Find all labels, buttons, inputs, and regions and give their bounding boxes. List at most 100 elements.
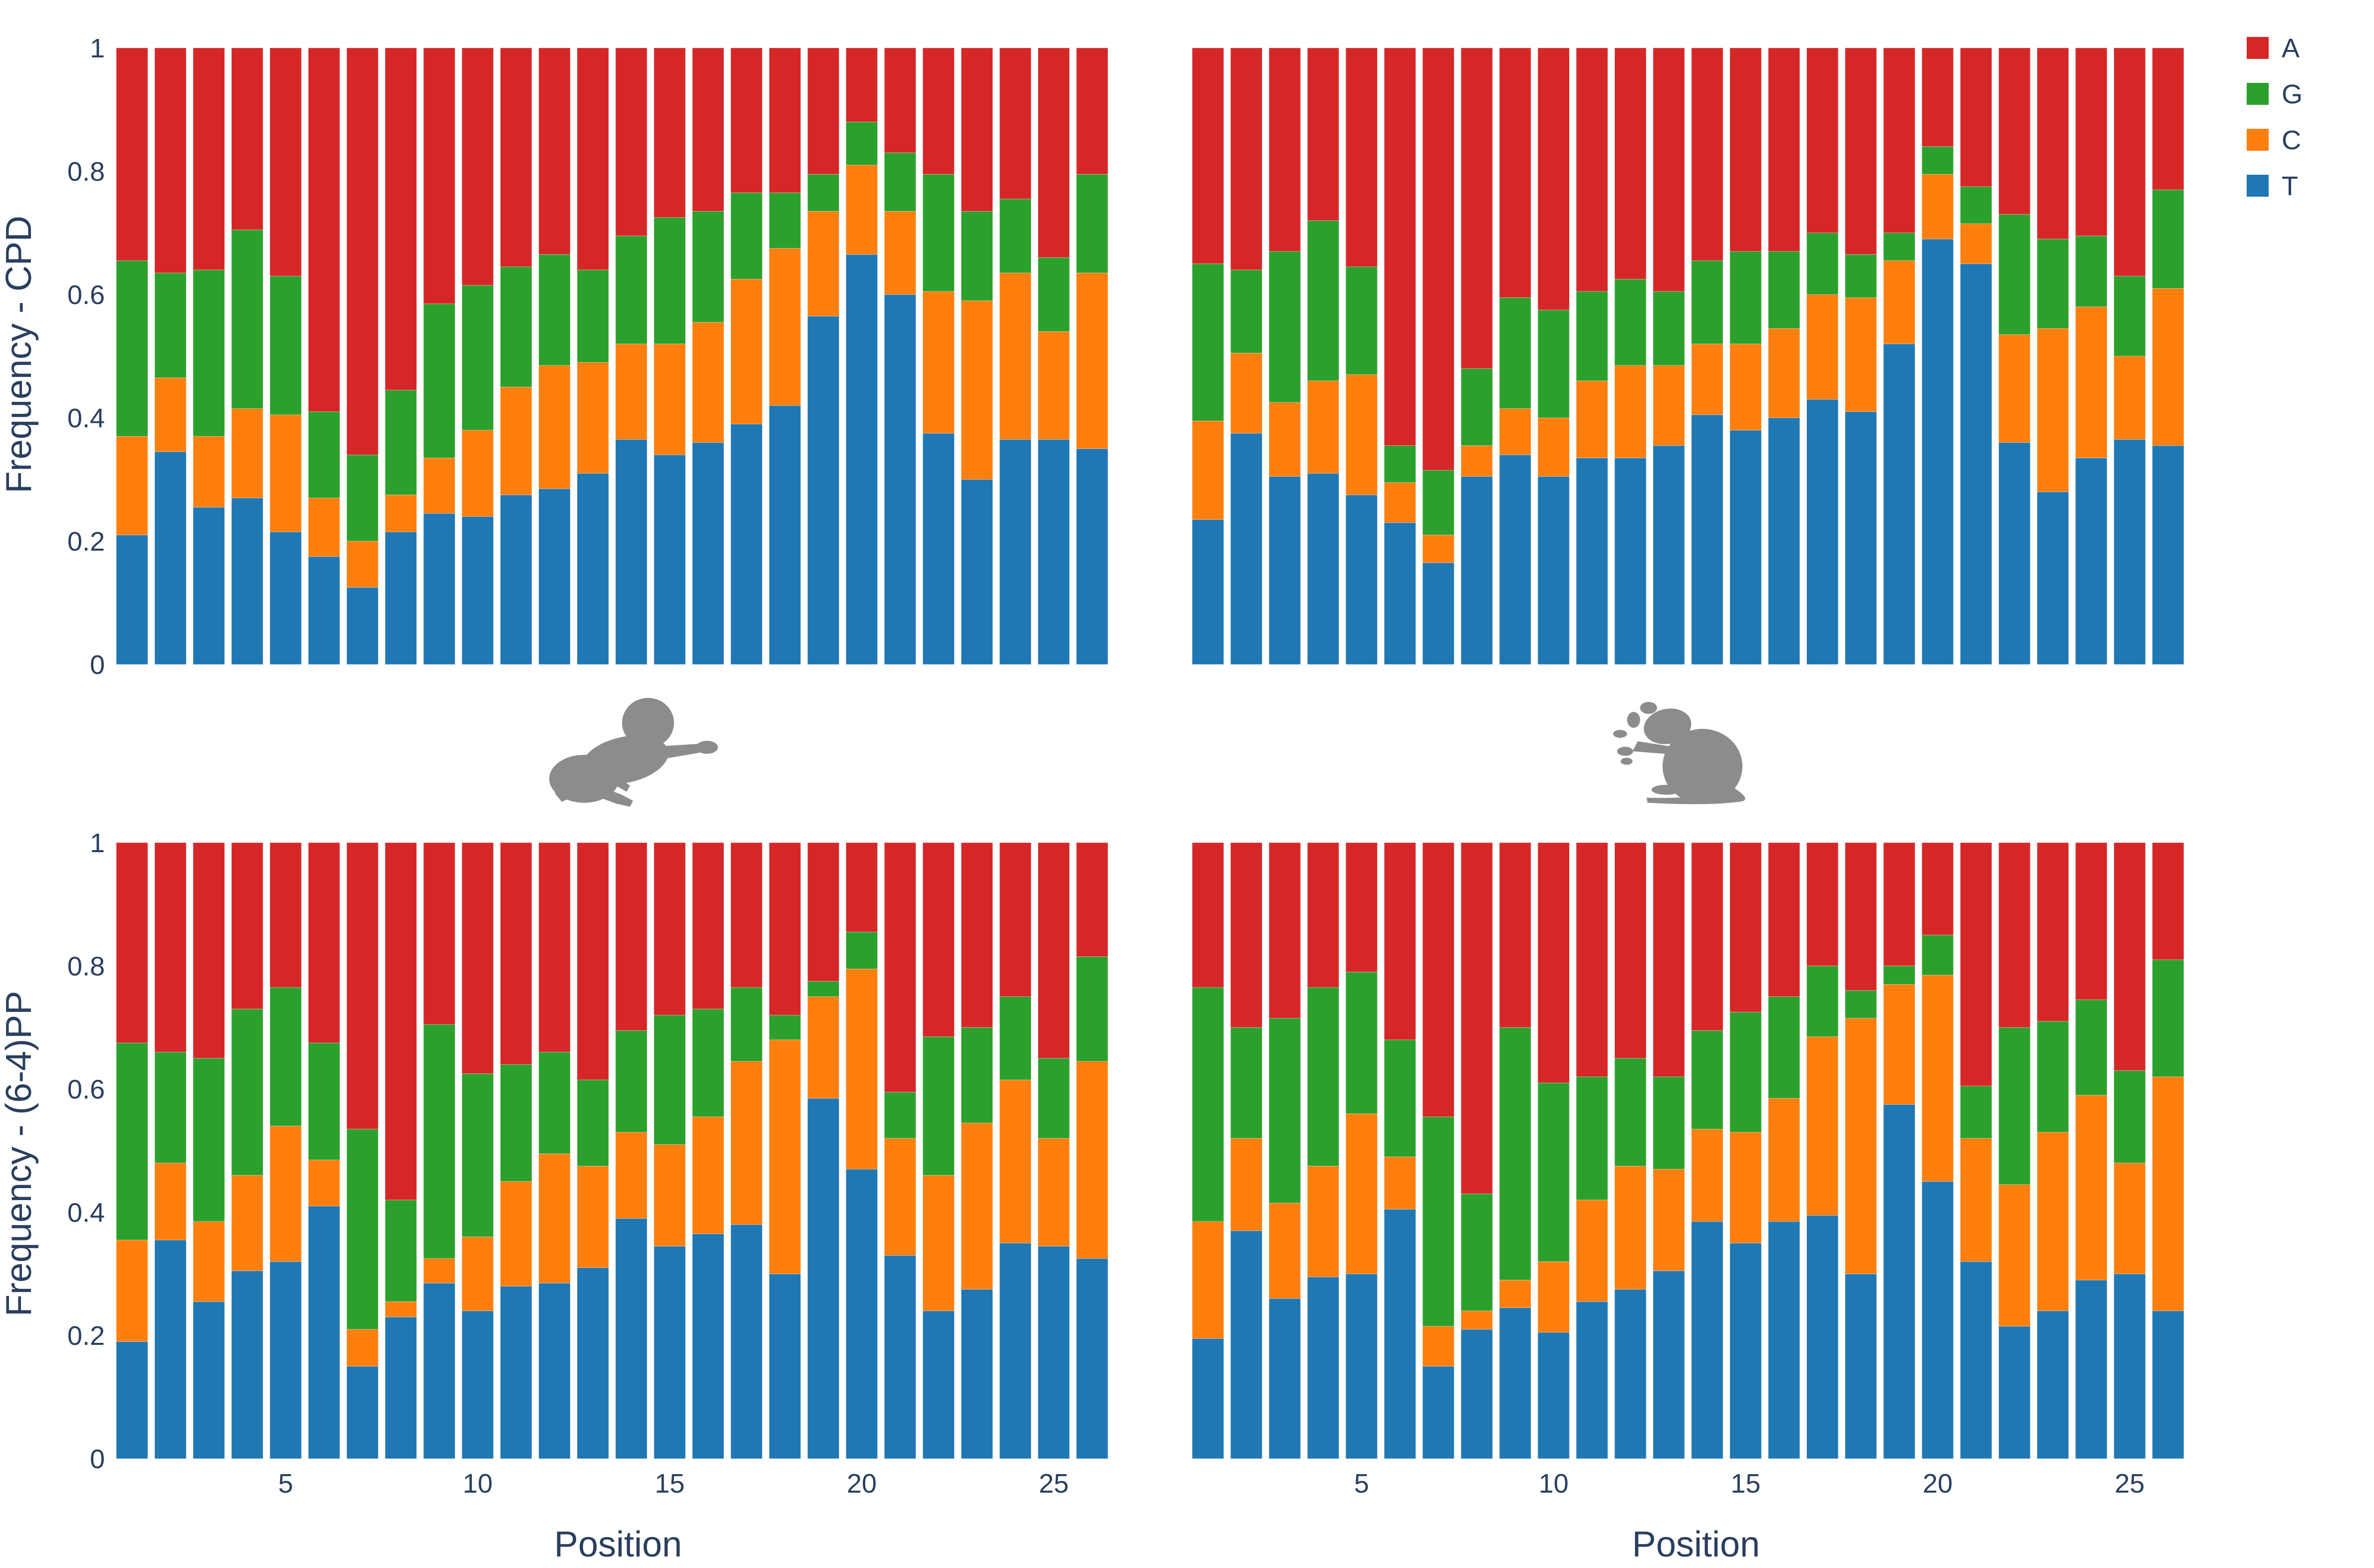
bar-T-pos-18 [1845,1273,1877,1459]
bar-T-pos-16 [692,1234,724,1459]
bar-T-pos-19 [1883,343,1916,665]
bar-G-pos-13 [1653,291,1685,366]
bar-T-pos-18 [769,405,801,665]
bar-G-pos-5 [270,987,302,1127]
bar-G-pos-14 [1691,1030,1723,1130]
bar-G-pos-20 [845,932,878,969]
y-tick-label: 0 [90,650,105,680]
bar-T-pos-19 [1883,1104,1916,1459]
bar-A-pos-20 [1921,47,1954,147]
bar-C-pos-25 [2113,356,2146,440]
bar-C-pos-11 [500,386,532,495]
bar-G-pos-24 [2075,999,2107,1096]
bar-T-pos-4 [231,498,264,665]
bar-T-pos-12 [538,488,571,665]
bar-C-pos-7 [1422,535,1455,563]
bar-C-pos-10 [461,430,494,517]
y-tick-label: 1 [90,828,105,858]
bar-T-pos-15 [1729,1243,1762,1459]
bar-T-pos-3 [1269,476,1301,665]
bar-A-pos-7 [346,842,379,1130]
bar-T-pos-18 [769,1273,801,1459]
bar-A-pos-20 [845,47,878,122]
bar-T-pos-23 [2036,491,2069,665]
bar-T-pos-25 [1037,1246,1070,1459]
bar-T-pos-4 [231,1270,264,1459]
y-axis-title-bottom: Frequency - (6-4)PP [0,991,39,1316]
bar-G-pos-2 [154,273,187,378]
bar-G-pos-2 [154,1052,187,1164]
bar-T-pos-5 [1346,494,1378,665]
bar-C-pos-4 [1307,380,1340,474]
bar-T-pos-11 [500,1285,532,1459]
bar-T-pos-2 [1230,433,1263,665]
bar-C-pos-17 [1806,1036,1839,1216]
bar-G-pos-7 [346,1129,379,1330]
bar-A-pos-26 [1076,842,1108,957]
y-tick-label: 0.6 [67,280,105,310]
bar-G-pos-1 [116,1042,148,1241]
bar-G-pos-1 [1192,987,1224,1222]
bar-T-pos-23 [961,1289,993,1459]
bar-G-pos-8 [384,1200,417,1302]
bar-T-pos-21 [884,1255,916,1459]
x-tick-label: 15 [1730,1469,1760,1499]
x-tick-label: 5 [278,1469,293,1499]
bar-A-pos-8 [384,47,417,390]
bar-C-pos-24 [2075,1095,2107,1280]
bar-G-pos-20 [845,121,878,166]
bar-G-pos-8 [1460,1193,1493,1311]
bar-G-pos-24 [2075,236,2107,308]
bar-A-pos-2 [1230,47,1263,271]
bar-C-pos-20 [1921,174,1954,240]
bar-G-pos-11 [500,266,532,387]
bar-G-pos-16 [692,1008,724,1117]
bar-C-pos-7 [1422,1326,1455,1367]
bar-G-pos-9 [1499,1027,1531,1280]
bar-C-pos-9 [1499,408,1531,455]
bar-T-pos-16 [1768,1221,1800,1459]
bar-G-pos-10 [461,285,494,431]
bar-T-pos-3 [193,1301,225,1459]
bar-C-pos-17 [730,279,763,424]
bar-G-pos-25 [1037,1058,1070,1139]
bar-A-pos-24 [2075,842,2107,1000]
y-tick-label: 0.6 [67,1075,105,1105]
bar-C-pos-19 [1883,260,1916,344]
x-tick-label: 20 [847,1469,877,1499]
bar-A-pos-11 [1576,842,1608,1077]
bar-G-pos-21 [884,1092,916,1139]
bar-T-pos-22 [922,433,955,665]
bar-A-pos-12 [1614,842,1647,1059]
bar-C-pos-8 [384,494,417,532]
bar-T-pos-10 [461,516,494,665]
bar-C-pos-7 [346,541,379,588]
bar-T-pos-14 [615,439,648,665]
y-tick-label: 0 [90,1444,105,1474]
bar-T-pos-12 [538,1282,571,1459]
bar-C-pos-5 [270,1126,302,1262]
bar-T-pos-15 [1729,430,1762,665]
bar-C-pos-9 [1499,1279,1531,1308]
bar-C-pos-5 [270,414,302,532]
bar-A-pos-13 [577,47,609,271]
bar-T-pos-4 [1307,1276,1340,1459]
bar-C-pos-3 [1269,1203,1301,1299]
bar-C-pos-2 [1230,1138,1263,1231]
bar-A-pos-11 [500,47,532,267]
bar-C-pos-3 [1269,402,1301,477]
bar-T-pos-13 [1653,445,1685,665]
bar-T-pos-7 [1422,562,1455,665]
bar-T-pos-20 [845,1169,878,1459]
bar-G-pos-5 [1346,266,1378,375]
bar-A-pos-9 [1499,842,1531,1028]
x-tick-label: 25 [2115,1469,2145,1499]
bar-A-pos-8 [1460,47,1493,369]
bar-T-pos-5 [270,1261,302,1459]
bar-G-pos-23 [2036,239,2069,329]
bar-G-pos-8 [1460,368,1493,446]
bar-G-pos-19 [1883,965,1916,985]
bar-A-pos-5 [1346,842,1378,972]
bar-A-pos-9 [423,47,455,305]
